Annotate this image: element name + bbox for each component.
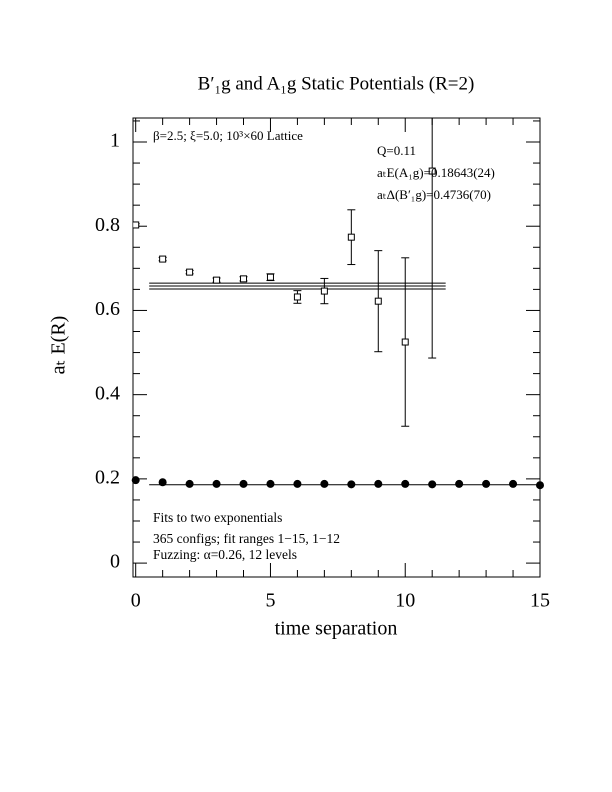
data-point bbox=[213, 276, 221, 284]
annotation: 365 configs; fit ranges 1−15, 1−12 bbox=[153, 531, 340, 546]
data-point bbox=[374, 479, 383, 488]
data-point bbox=[536, 481, 544, 490]
plot-area bbox=[133, 118, 540, 486]
data-point bbox=[401, 479, 410, 488]
data-point bbox=[401, 338, 409, 346]
data-point bbox=[509, 479, 518, 488]
y-tick-label: 0.4 bbox=[95, 382, 120, 404]
x-tick-label: 10 bbox=[395, 590, 415, 612]
data-point bbox=[293, 479, 302, 488]
data-point bbox=[347, 233, 355, 241]
annotation: Fits to two exponentials bbox=[153, 510, 282, 525]
data-point bbox=[159, 255, 167, 263]
data-point bbox=[482, 479, 491, 488]
data-point bbox=[455, 479, 464, 488]
y-axis-label: aₜ E(R) bbox=[48, 316, 70, 375]
data-point bbox=[320, 287, 328, 295]
data-point bbox=[266, 479, 275, 488]
data-point bbox=[239, 479, 248, 488]
data-point bbox=[266, 273, 274, 281]
data-point bbox=[212, 479, 221, 488]
data-point bbox=[347, 480, 356, 489]
y-tick-label: 1 bbox=[110, 130, 120, 152]
data-point bbox=[428, 167, 436, 175]
data-point bbox=[131, 476, 140, 485]
annotation: aₜΔ(B′₁g)=0.4736(70) bbox=[377, 187, 491, 202]
annotation: Q=0.11 bbox=[377, 143, 416, 158]
data-point bbox=[374, 297, 382, 305]
data-point bbox=[158, 478, 167, 487]
y-tick-label: 0 bbox=[110, 551, 120, 573]
data-point bbox=[240, 275, 248, 283]
chart-title: B′₁g and A₁g Static Potentials (R=2) bbox=[198, 73, 475, 94]
y-tick-label: 0.6 bbox=[95, 298, 120, 320]
x-axis-label: time separation bbox=[275, 618, 398, 640]
plot-frame bbox=[132, 117, 541, 578]
data-point bbox=[320, 479, 329, 488]
data-point bbox=[186, 268, 194, 276]
annotation: Fuzzing: α=0.26, 12 levels bbox=[153, 547, 297, 562]
annotation: aₜE(A₁g)=0.18643(24) bbox=[377, 165, 495, 180]
x-tick-label: 5 bbox=[265, 590, 275, 612]
y-tick-label: 0.8 bbox=[95, 214, 120, 236]
annotation: β=2.5; ξ=5.0; 10³×60 Lattice bbox=[153, 128, 303, 143]
data-point bbox=[185, 479, 194, 488]
x-tick-label: 15 bbox=[530, 590, 550, 612]
data-point bbox=[428, 480, 437, 489]
data-point bbox=[133, 221, 140, 229]
data-point bbox=[293, 293, 301, 301]
x-tick-label: 0 bbox=[131, 590, 141, 612]
y-tick-label: 0.2 bbox=[95, 466, 120, 488]
